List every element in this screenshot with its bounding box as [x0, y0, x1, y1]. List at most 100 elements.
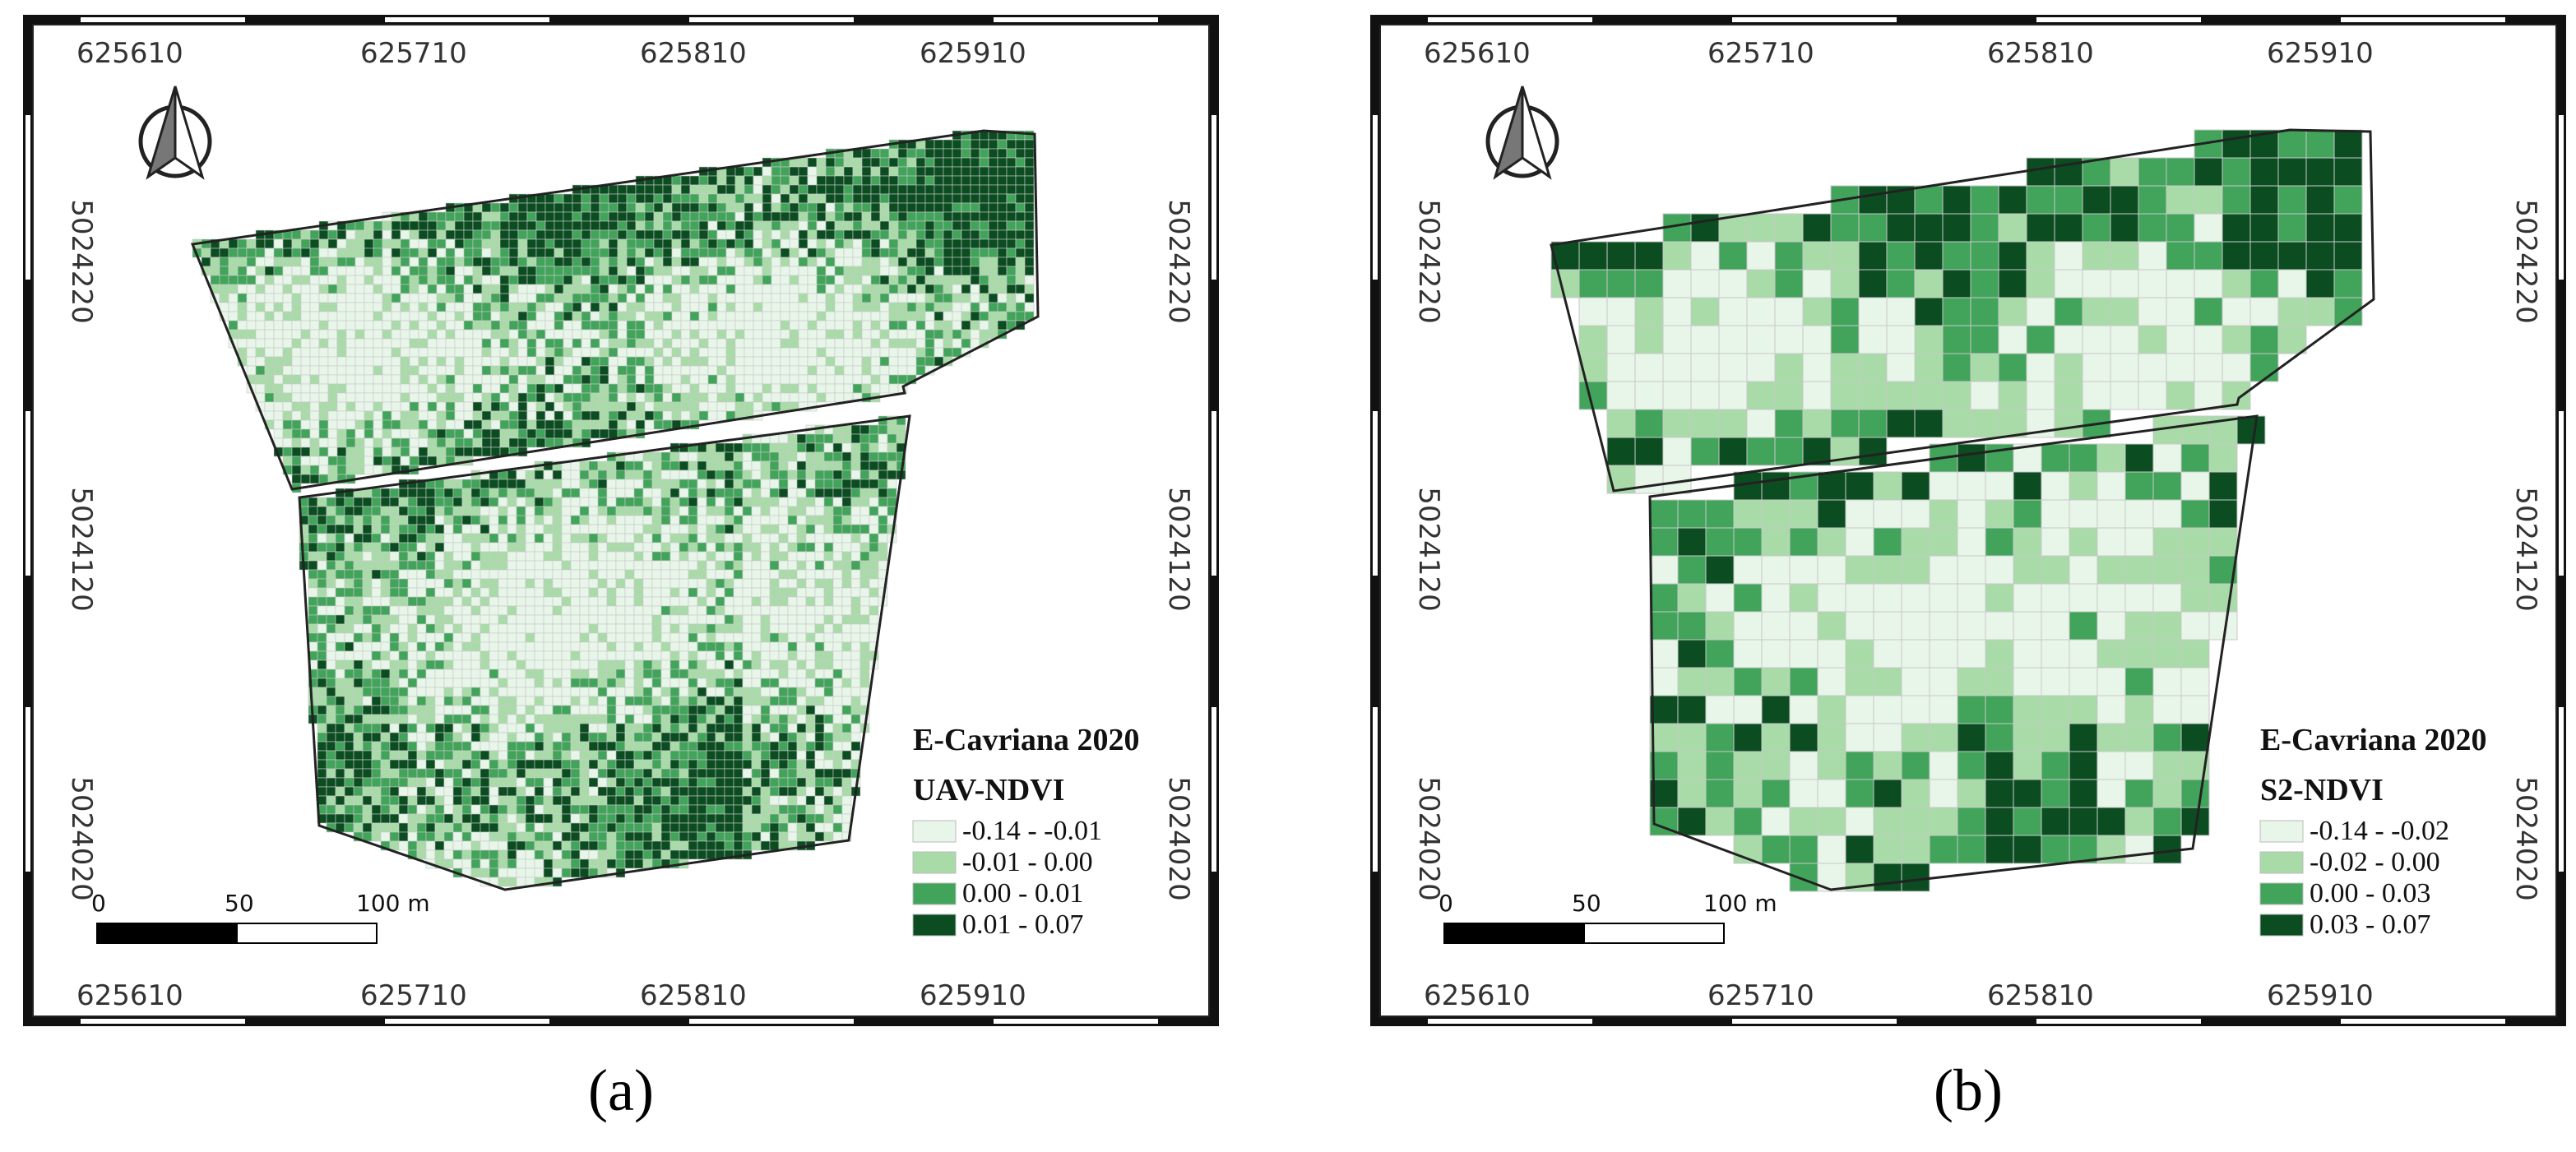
ndvi-cell — [733, 768, 744, 779]
ndvi-cell — [1006, 238, 1017, 249]
ndvi-cell — [769, 659, 780, 670]
ndvi-cell — [409, 365, 419, 376]
ndvi-cell — [561, 768, 572, 779]
ndvi-cell — [534, 497, 544, 507]
ndvi-cell — [588, 732, 599, 743]
ndvi-cell — [624, 488, 635, 498]
ndvi-cell — [841, 596, 852, 607]
ndvi-cell — [599, 392, 609, 403]
ndvi-cell — [733, 687, 744, 697]
ndvi-cell — [264, 284, 275, 294]
ndvi-cell — [534, 533, 544, 544]
ndvi-cell — [371, 542, 382, 553]
ndvi-cell — [336, 266, 347, 276]
ndvi-cell — [590, 392, 600, 403]
ndvi-cell — [317, 596, 327, 607]
ndvi-cell — [517, 220, 528, 231]
ndvi-cell — [660, 587, 671, 598]
ndvi-cell — [588, 759, 599, 770]
ndvi-cell — [1015, 275, 1026, 285]
ndvi-cell — [344, 723, 354, 733]
ndvi-cell — [879, 329, 890, 340]
ndvi-cell — [472, 419, 483, 430]
ndvi-cell — [823, 506, 834, 516]
ndvi-cell — [769, 497, 780, 507]
ndvi-cell — [516, 732, 526, 743]
x-coord-label-bottom: 625710 — [360, 979, 467, 1012]
ndvi-cell — [309, 275, 320, 285]
ndvi-cell — [380, 714, 391, 724]
ndvi-cell — [472, 365, 483, 376]
ndvi-cell — [418, 257, 429, 267]
ndvi-cell — [481, 238, 492, 249]
ndvi-cell — [327, 302, 338, 312]
ndvi-cell — [924, 257, 935, 267]
ndvi-cell — [997, 284, 1008, 294]
ndvi-cell — [626, 238, 637, 249]
ndvi-cell — [291, 410, 302, 421]
ndvi-cell — [751, 470, 762, 480]
ndvi-cell — [389, 714, 400, 724]
ndvi-cell — [789, 329, 799, 340]
ndvi-cell — [544, 257, 555, 267]
ndvi-cell — [651, 506, 662, 516]
ndvi-cell — [642, 795, 653, 806]
ndvi-cell — [753, 311, 763, 322]
ndvi-cell — [554, 266, 564, 276]
ndvi-cell — [588, 641, 599, 652]
ndvi-cell — [651, 623, 662, 634]
ndvi-cell — [725, 248, 736, 258]
ndvi-cell — [805, 786, 816, 797]
ndvi-cell — [499, 428, 510, 439]
ndvi-cell — [642, 696, 653, 706]
ndvi-cell — [398, 669, 409, 679]
ndvi-cell — [778, 623, 789, 634]
ndvi-cell — [461, 804, 472, 815]
ndvi-cell — [463, 266, 474, 276]
ndvi-cell — [778, 786, 789, 797]
ndvi-cell — [715, 741, 725, 752]
ndvi-cell — [934, 275, 944, 285]
ndvi-cell — [952, 302, 962, 312]
ndvi-cell — [644, 392, 655, 403]
ndvi-cell — [391, 238, 401, 249]
ndvi-cell — [579, 696, 590, 706]
ndvi-cell — [326, 632, 336, 643]
ndvi-cell — [373, 284, 383, 294]
ndvi-cell — [579, 551, 590, 562]
ndvi-cell — [615, 587, 626, 598]
ndvi-cell — [660, 533, 671, 544]
ndvi-cell — [789, 175, 799, 186]
ndvi-cell — [852, 347, 863, 358]
ndvi-cell — [597, 551, 608, 562]
ndvi-cell — [796, 623, 807, 634]
ndvi-cell — [572, 311, 582, 322]
ndvi-cell — [416, 533, 427, 544]
ndvi-cell — [380, 551, 391, 562]
ndvi-cell — [651, 470, 662, 480]
ndvi-cell — [425, 732, 436, 743]
ndvi-cell — [997, 148, 1008, 159]
ndvi-cell — [805, 470, 816, 480]
ndvi-cell — [688, 641, 698, 652]
ndvi-cell — [380, 560, 391, 571]
ndvi-cell — [1006, 229, 1017, 240]
ndvi-cell — [416, 777, 427, 788]
ndvi-cell — [689, 257, 700, 267]
ndvi-cell — [498, 623, 508, 634]
ndvi-cell — [787, 696, 798, 706]
ndvi-cell — [327, 238, 338, 249]
ndvi-cell — [597, 687, 608, 697]
ndvi-cell — [633, 723, 644, 733]
ndvi-cell — [814, 623, 825, 634]
ndvi-cell — [906, 211, 917, 222]
ndvi-cell — [517, 311, 528, 322]
ndvi-cell — [979, 175, 989, 186]
ndvi-cell — [570, 678, 581, 688]
ndvi-cell — [832, 497, 843, 507]
ndvi-cell — [742, 687, 753, 697]
ndvi-cell — [544, 347, 555, 358]
ndvi-cell — [579, 506, 590, 516]
ndvi-cell — [273, 428, 284, 439]
ndvi-cell — [427, 229, 438, 240]
